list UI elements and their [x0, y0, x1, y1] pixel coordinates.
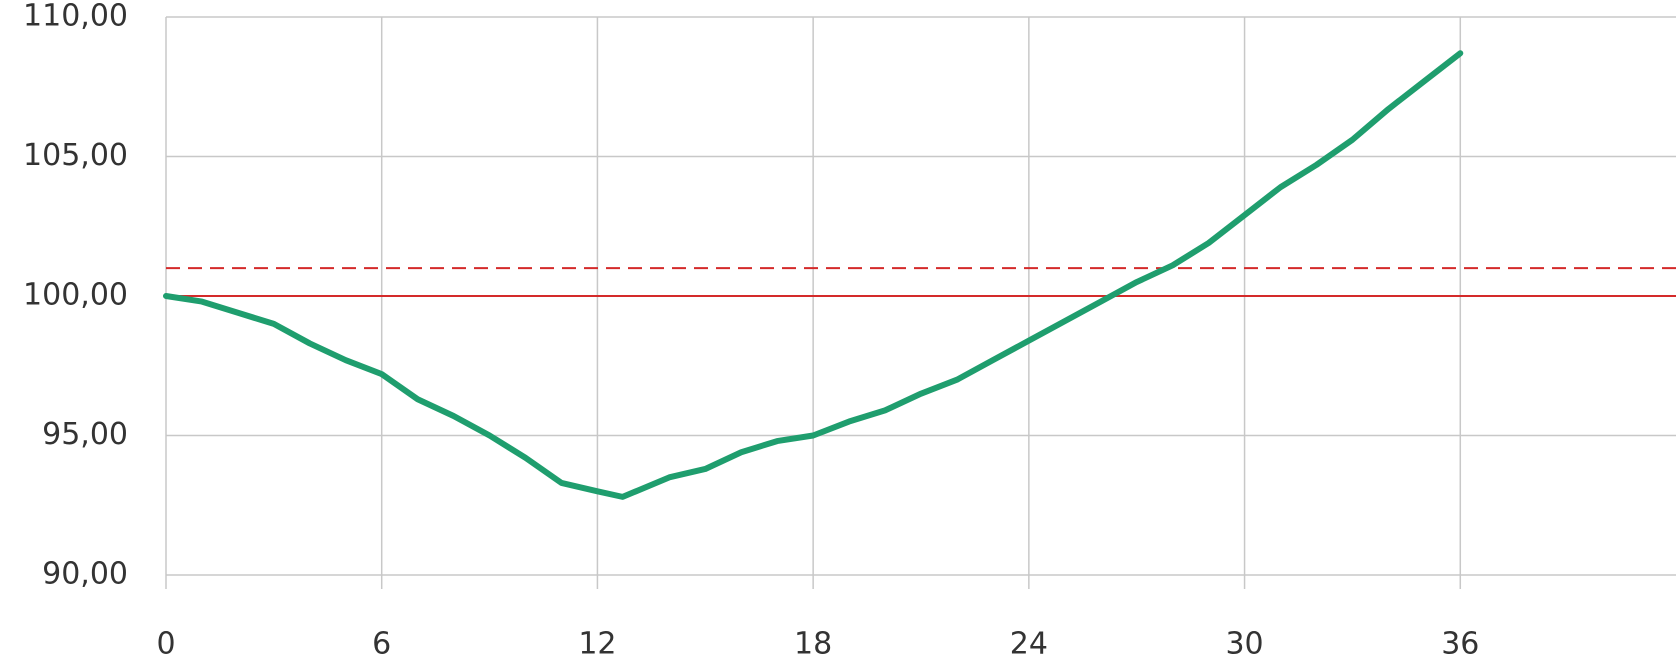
x-tick-label: 12 [578, 627, 616, 659]
x-tick-label: 36 [1441, 627, 1479, 659]
x-tick-label: 6 [372, 627, 391, 659]
y-tick-label: 90,00 [42, 557, 128, 592]
x-tick-label: 24 [1010, 627, 1048, 659]
y-tick-label: 110,00 [23, 0, 128, 34]
y-tick-label: 95,00 [42, 417, 128, 452]
y-tick-label: 100,00 [23, 278, 128, 313]
data-line [163, 50, 1464, 500]
x-tick-label: 30 [1225, 627, 1263, 659]
x-tick-label: 18 [794, 627, 832, 659]
x-tick-label: 0 [156, 627, 175, 659]
y-tick-label: 105,00 [23, 138, 128, 173]
